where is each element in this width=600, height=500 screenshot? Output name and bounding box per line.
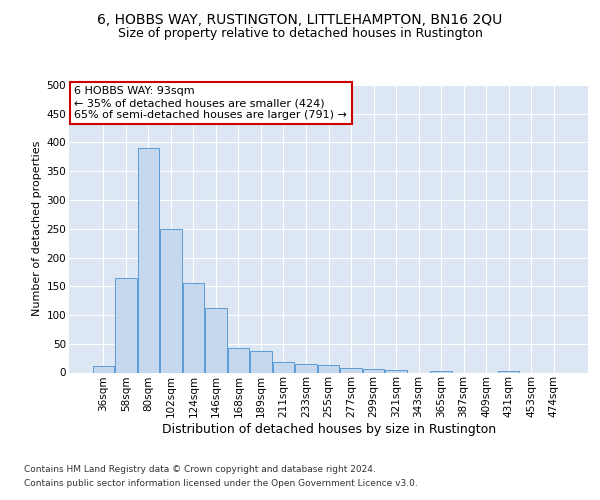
- Bar: [205, 308, 227, 372]
- Bar: [160, 229, 182, 372]
- Bar: [273, 362, 294, 372]
- Text: Contains public sector information licensed under the Open Government Licence v3: Contains public sector information licen…: [24, 479, 418, 488]
- Bar: [430, 371, 452, 372]
- Bar: [498, 371, 520, 372]
- Bar: [92, 366, 114, 372]
- Bar: [318, 365, 339, 372]
- Bar: [137, 148, 159, 372]
- Bar: [250, 350, 272, 372]
- Bar: [182, 284, 204, 372]
- Bar: [295, 364, 317, 372]
- Text: Distribution of detached houses by size in Rustington: Distribution of detached houses by size …: [162, 422, 496, 436]
- Bar: [228, 348, 249, 372]
- Y-axis label: Number of detached properties: Number of detached properties: [32, 141, 43, 316]
- Text: Size of property relative to detached houses in Rustington: Size of property relative to detached ho…: [118, 28, 482, 40]
- Bar: [115, 278, 137, 372]
- Text: 6, HOBBS WAY, RUSTINGTON, LITTLEHAMPTON, BN16 2QU: 6, HOBBS WAY, RUSTINGTON, LITTLEHAMPTON,…: [97, 12, 503, 26]
- Text: 6 HOBBS WAY: 93sqm
← 35% of detached houses are smaller (424)
65% of semi-detach: 6 HOBBS WAY: 93sqm ← 35% of detached hou…: [74, 86, 347, 120]
- Bar: [340, 368, 362, 372]
- Bar: [363, 369, 384, 372]
- Text: Contains HM Land Registry data © Crown copyright and database right 2024.: Contains HM Land Registry data © Crown c…: [24, 466, 376, 474]
- Bar: [385, 370, 407, 372]
